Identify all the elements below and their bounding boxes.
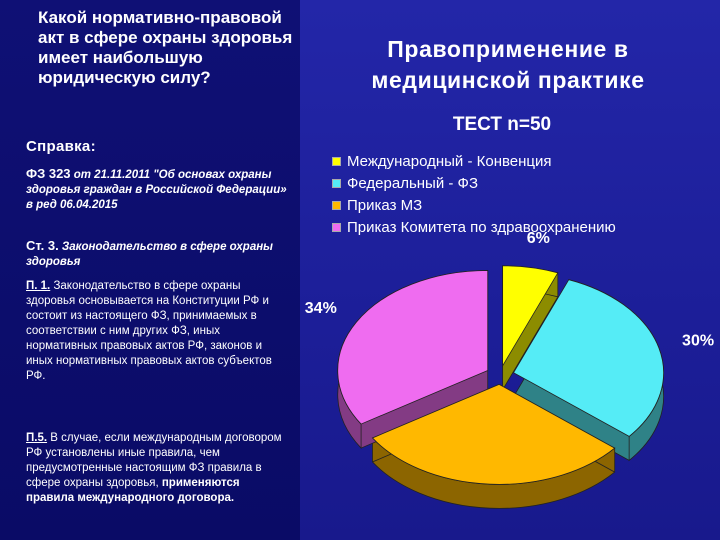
paragraph-1-label: П. 1. <box>26 280 51 292</box>
paragraph-5: П.5. В случае, если международным догово… <box>26 431 288 506</box>
legend-label: Приказ Комитета по здравоохранению <box>347 218 616 236</box>
pie-slice <box>513 279 664 437</box>
legend-swatch <box>332 200 341 210</box>
legend-item: Международный - Конвенция <box>332 150 616 172</box>
chart-title: ТЕСТ n=50 <box>452 114 552 135</box>
legend-item: Федеральный - ФЗ <box>332 172 616 194</box>
paragraph-1: П. 1. Законодательство в сфере охраны зд… <box>26 279 288 384</box>
slide-title: Правоприменение в медицинской практике <box>371 36 645 93</box>
legend-swatch <box>332 178 341 188</box>
data-label: 6% <box>527 230 550 247</box>
article-title: Законодательство в сфере охраны здоровья <box>26 241 273 268</box>
data-label: 30% <box>471 538 503 540</box>
question-text: Какой нормативно-правовой акт в сфере ох… <box>38 8 293 87</box>
paragraph-1-text: Законодательство в сфере охраны здоровья… <box>26 280 272 382</box>
paragraph-5-emphasis-2: правила международного договора. <box>26 492 235 504</box>
data-label: 30% <box>682 332 714 349</box>
pie-slice <box>371 383 616 485</box>
article-reference: Ст. 3. Законодательство в сфере охраны з… <box>26 238 288 270</box>
article-number: Ст. 3. <box>26 238 59 253</box>
pie-slice <box>337 270 489 425</box>
paragraph-5-text: В случае, если международным договором Р… <box>26 432 282 489</box>
legend-item: Приказ МЗ <box>332 194 616 216</box>
legend-label: Международный - Конвенция <box>347 152 552 170</box>
chart-legend: Международный - Конвенция Федеральный - … <box>332 150 616 238</box>
data-label: 34% <box>305 300 337 317</box>
legend-swatch <box>332 222 341 232</box>
legend-item: Приказ Комитета по здравоохранению <box>332 216 616 238</box>
reference-panel <box>0 0 300 540</box>
legend-label: Приказ МЗ <box>347 196 423 214</box>
pie-slice <box>502 265 559 368</box>
legend-label: Федеральный - ФЗ <box>347 174 479 192</box>
law-description: от 21.11.2011 "Об основах охраны здоровь… <box>26 169 287 211</box>
paragraph-5-label: П.5. <box>26 432 48 444</box>
law-number: ФЗ 323 <box>26 166 71 181</box>
law-reference: ФЗ 323 от 21.11.2011 "Об основах охраны … <box>26 166 288 213</box>
reference-title: Справка: <box>26 138 96 155</box>
paragraph-5-emphasis-1: применяются <box>161 477 240 489</box>
legend-swatch <box>332 156 341 166</box>
